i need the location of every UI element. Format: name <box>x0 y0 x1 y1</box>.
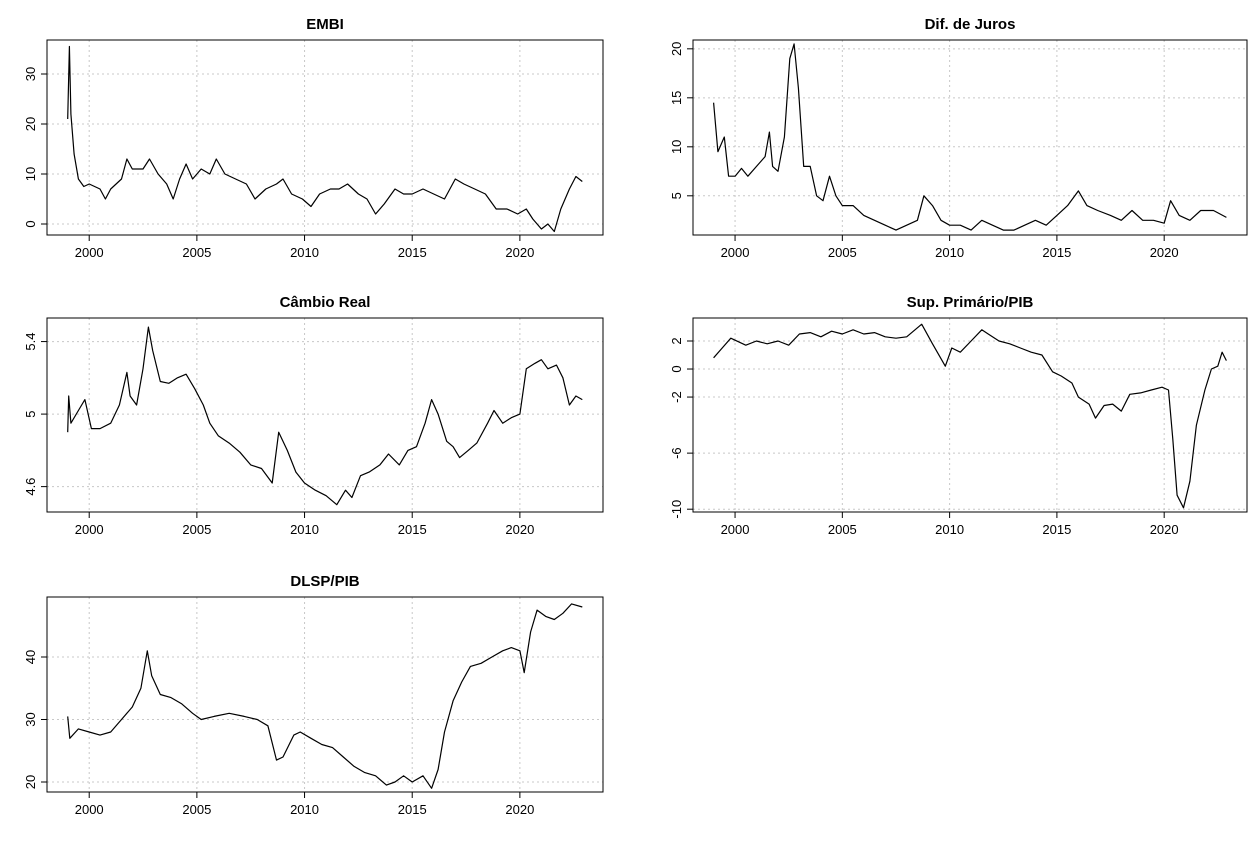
series-line <box>67 326 583 506</box>
y-tick-label: 20 <box>23 775 38 789</box>
x-tick-label: 2005 <box>182 522 211 537</box>
x-tick-label: 2020 <box>1150 245 1179 260</box>
chart-title: Dif. de Juros <box>925 16 1016 33</box>
plot-frame <box>692 317 1248 513</box>
y-tick-label: 0 <box>23 220 38 227</box>
series-line <box>713 43 1227 231</box>
y-tick-label: 4.6 <box>23 478 38 496</box>
y-tick-label: 5 <box>23 410 38 417</box>
chart-title: DLSP/PIB <box>290 573 359 590</box>
y-tick-label: 20 <box>669 42 684 56</box>
x-tick-label: 2005 <box>182 802 211 817</box>
chart-title: EMBI <box>306 16 344 33</box>
x-tick-label: 2000 <box>75 245 104 260</box>
y-tick-label: 30 <box>23 67 38 81</box>
y-tick-label: -10 <box>669 500 684 519</box>
plot-frame <box>46 317 604 513</box>
y-tick-label: 10 <box>23 167 38 181</box>
x-tick-label: 2000 <box>721 245 750 260</box>
x-tick-label: 2020 <box>505 522 534 537</box>
y-tick-label: 0 <box>669 365 684 372</box>
y-tick-label: 5 <box>669 192 684 199</box>
x-tick-label: 2010 <box>935 522 964 537</box>
x-tick-label: 2020 <box>505 245 534 260</box>
x-tick-label: 2010 <box>290 802 319 817</box>
x-tick-label: 2000 <box>75 522 104 537</box>
x-tick-label: 2010 <box>935 245 964 260</box>
chart-title: Câmbio Real <box>280 294 371 311</box>
series-line <box>713 323 1227 509</box>
x-tick-label: 2010 <box>290 245 319 260</box>
x-tick-label: 2015 <box>398 245 427 260</box>
plot-frame <box>46 596 604 793</box>
x-tick-label: 2015 <box>1042 522 1071 537</box>
x-tick-label: 2020 <box>505 802 534 817</box>
y-tick-label: 40 <box>23 650 38 664</box>
chart-title: Sup. Primário/PIB <box>907 294 1034 311</box>
x-tick-label: 2005 <box>828 245 857 260</box>
x-tick-label: 2020 <box>1150 522 1179 537</box>
y-tick-label: 5.4 <box>23 333 38 351</box>
x-tick-label: 2000 <box>721 522 750 537</box>
series-line <box>67 45 583 233</box>
x-tick-label: 2010 <box>290 522 319 537</box>
x-tick-label: 2000 <box>75 802 104 817</box>
y-tick-label: 15 <box>669 91 684 105</box>
x-tick-label: 2015 <box>398 802 427 817</box>
y-tick-label: 20 <box>23 117 38 131</box>
y-tick-label: -2 <box>669 391 684 403</box>
x-tick-label: 2005 <box>182 245 211 260</box>
x-tick-label: 2005 <box>828 522 857 537</box>
series-line <box>67 603 583 789</box>
y-tick-label: 30 <box>23 712 38 726</box>
y-tick-label: -6 <box>669 447 684 459</box>
plot-frame <box>692 39 1248 236</box>
y-tick-label: 2 <box>669 337 684 344</box>
y-tick-label: 10 <box>669 140 684 154</box>
x-tick-label: 2015 <box>1042 245 1071 260</box>
x-tick-label: 2015 <box>398 522 427 537</box>
plot-frame <box>46 39 604 236</box>
